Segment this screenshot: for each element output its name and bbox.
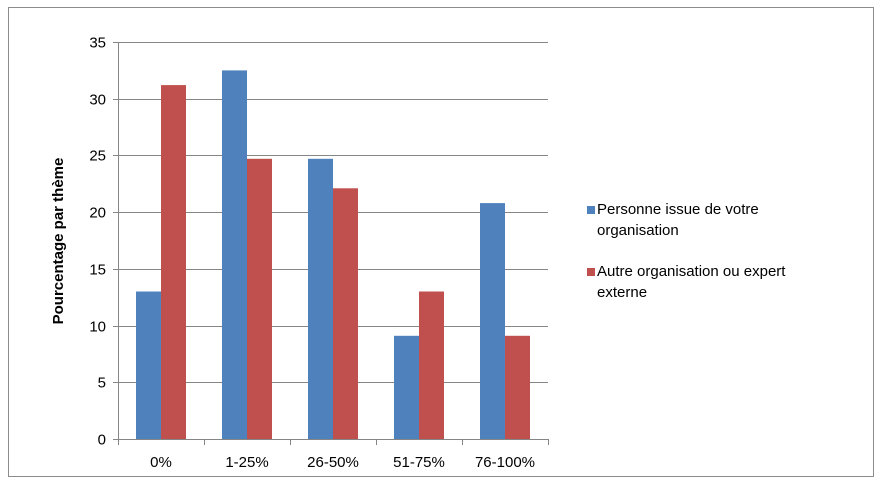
bar-autre-organisation-4 [505,335,530,439]
y-tick-label: 20 [89,205,106,222]
legend-swatch [587,268,595,276]
y-tick-label: 15 [89,262,106,279]
axes [113,42,549,445]
legend-label: Autre organisation ou expert [597,263,786,280]
legend-label: externe [597,284,647,301]
bar-personne-interne-0 [136,291,161,439]
y-tick-label: 0 [98,432,106,449]
y-tick-label: 30 [89,92,106,109]
gridlines [118,42,548,383]
bars [136,70,530,440]
y-tick-label: 5 [98,375,106,392]
legend: Personne issue de votre organisation Autre… [587,201,786,301]
y-tick-label: 35 [89,35,106,52]
bar-personne-interne-3 [394,335,419,439]
x-tick-label: 51-75% [393,454,445,471]
x-tick-label: 0% [150,454,172,471]
y-tick-label: 10 [89,319,106,336]
y-tick-label: 25 [89,148,106,165]
bar-personne-interne-4 [480,203,505,439]
x-tick-label: 76-100% [475,454,535,471]
bar-autre-organisation-3 [419,291,444,439]
x-tick-label: 26-50% [307,454,359,471]
bar-autre-organisation-2 [333,188,358,439]
tick-labels: 0 5 10 15 20 25 30 35 0% 1-25% 26-50% 51-75% 76-100% [89,35,535,472]
y-axis-title: Pourcentage par thème [50,158,67,325]
bar-personne-interne-1 [222,70,247,440]
bar-personne-interne-2 [308,158,333,440]
bar-autre-organisation-1 [247,158,272,440]
bar-autre-organisation-0 [161,85,186,439]
legend-swatch [587,206,595,214]
legend-label: Personne issue de votre [597,201,759,218]
x-tick-label: 1-25% [225,454,268,471]
legend-label: organisation [597,222,679,239]
